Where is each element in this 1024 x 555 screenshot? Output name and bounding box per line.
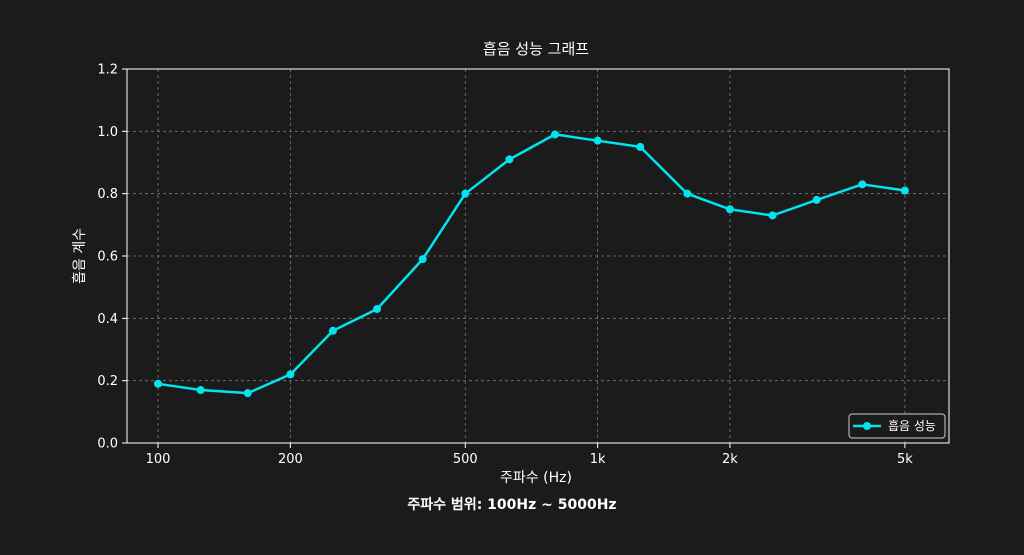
y-tick-label: 0.6 xyxy=(97,250,118,265)
y-axis-label: 흡음 계수 xyxy=(72,228,88,284)
y-ticks: 0.0 0.2 0.4 0.6 0.8 1.0 1.2 xyxy=(97,63,127,452)
y-tick-label: 0.4 xyxy=(97,312,118,327)
x-ticks: 100 200 500 1k 2k 5k xyxy=(146,443,913,467)
data-point xyxy=(243,389,252,398)
x-tick-label: 100 xyxy=(146,452,171,467)
data-point xyxy=(418,255,427,264)
data-point xyxy=(768,211,777,220)
x-tick-label: 2k xyxy=(722,452,738,467)
x-tick-label: 500 xyxy=(453,452,478,467)
y-tick-label: 0.2 xyxy=(97,374,118,389)
data-point xyxy=(286,370,295,379)
data-point xyxy=(593,136,602,145)
legend-box xyxy=(848,413,946,439)
series xyxy=(154,130,909,398)
data-point xyxy=(812,195,821,204)
y-tick-label: 0.0 xyxy=(97,437,118,452)
chart-title: 흡음 성능 그래프 xyxy=(483,40,589,58)
data-point xyxy=(196,386,205,395)
data-point xyxy=(725,205,734,214)
data-point xyxy=(328,326,337,335)
data-point xyxy=(683,189,692,198)
x-axis-label: 주파수 (Hz) xyxy=(500,470,572,486)
y-tick-label: 1.0 xyxy=(97,125,118,140)
data-point xyxy=(461,189,470,198)
legend: 흡음 성능 xyxy=(848,413,946,439)
data-point xyxy=(373,304,382,313)
data-point xyxy=(636,142,645,151)
data-point xyxy=(858,180,867,189)
data-point xyxy=(154,379,163,388)
y-tick-label: 1.2 xyxy=(97,63,118,78)
x-tick-label: 1k xyxy=(590,452,606,467)
legend-label: 흡음 성능 xyxy=(888,419,936,433)
y-tick-label: 0.8 xyxy=(97,187,118,202)
data-point xyxy=(551,130,560,139)
x-tick-label: 5k xyxy=(897,452,913,467)
data-point xyxy=(505,155,514,164)
legend-marker xyxy=(863,422,871,430)
frequency-range-note: 주파수 범위: 100Hz ~ 5000Hz xyxy=(407,497,616,513)
data-point xyxy=(900,186,909,195)
series-line xyxy=(157,133,906,395)
x-tick-label: 200 xyxy=(278,452,303,467)
